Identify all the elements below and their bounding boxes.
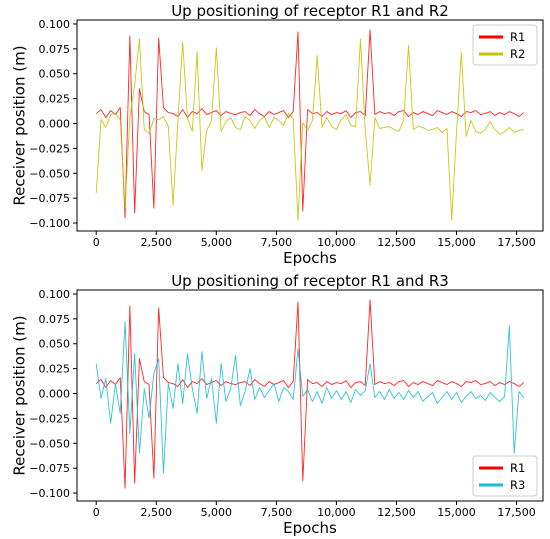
x-tick-label: 17,500	[497, 236, 536, 249]
y-axis-label-bottom: Receiver position (m)	[11, 315, 29, 475]
legend-label-r1-top: R1	[510, 30, 525, 44]
chart-panel-bottom: 0 2,500 5,000 7,500 10,000 12,500 15,000 17,500…	[11, 272, 544, 537]
x-tick-label: 10,000	[317, 506, 356, 519]
legend-label-r1-bottom: R1	[510, 461, 525, 475]
x-tick-label: 7,500	[261, 236, 293, 249]
y-tick-label: −0.075	[29, 462, 70, 475]
y-tick-label: 0.050	[39, 338, 71, 351]
x-axis-label-bottom: Epochs	[283, 519, 337, 537]
x-tick-label: 10,000	[317, 236, 356, 249]
chart-title-bottom: Up positioning of receptor R1 and R3	[171, 272, 449, 290]
chart-panel-top: 0 2,500 5,000 7,500 10,000 12,500 15,000 17,500…	[11, 2, 544, 267]
y-tick-label: 0.000	[39, 388, 71, 401]
y-tick-label: 0.100	[39, 288, 71, 301]
y-tick-label: 0.025	[39, 363, 71, 376]
x-axis-label-top: Epochs	[283, 249, 337, 267]
y-tick-label: −0.075	[29, 192, 70, 205]
y-tick-label: −0.025	[29, 412, 70, 425]
chart-title-top: Up positioning of receptor R1 and R2	[171, 2, 449, 20]
x-tick-label: 17,500	[497, 506, 536, 519]
plot-area-top	[76, 19, 544, 232]
y-tick-label: 0.075	[39, 43, 71, 56]
series-line-r1	[95, 29, 525, 219]
y-axis-label-top: Receiver position (m)	[11, 45, 29, 205]
y-tick-label: −0.050	[29, 437, 70, 450]
plot-area-bottom	[76, 289, 544, 502]
y-tick-label: 0.000	[39, 118, 71, 131]
x-tick-label: 2,500	[141, 236, 173, 249]
x-tick-label: 7,500	[261, 506, 293, 519]
x-tick-label: 0	[93, 236, 100, 249]
legend-box-top	[472, 24, 538, 66]
legend-bottom: R1 R3	[472, 455, 538, 497]
x-tick-label: 5,000	[201, 236, 233, 249]
legend-box-bottom	[472, 455, 538, 497]
x-tick-label: 12,500	[377, 506, 416, 519]
y-tick-label: 0.100	[39, 18, 71, 31]
y-axis-top: 0.100 0.075 0.050 0.025 0.000 −0.025 −0.050 −0.…	[29, 18, 77, 230]
series-layer-bottom	[95, 299, 525, 489]
series-layer-top	[95, 29, 525, 221]
legend-top: R1 R2	[472, 24, 538, 66]
legend-label-r2-top: R2	[510, 47, 525, 61]
y-tick-label: −0.050	[29, 167, 70, 180]
y-tick-label: −0.025	[29, 142, 70, 155]
x-tick-label: 15,000	[437, 506, 476, 519]
y-tick-label: 0.025	[39, 93, 71, 106]
y-tick-label: −0.100	[29, 217, 70, 230]
series-line-r3	[95, 321, 525, 474]
series-line-r2	[95, 38, 524, 221]
x-tick-label: 0	[93, 506, 100, 519]
x-tick-label: 2,500	[141, 506, 173, 519]
series-line-r1	[95, 299, 525, 489]
x-tick-label: 15,000	[437, 236, 476, 249]
x-axis-top: 0 2,500 5,000 7,500 10,000 12,500 15,000 17,500	[93, 231, 536, 249]
x-axis-bottom: 0 2,500 5,000 7,500 10,000 12,500 15,000 17,500	[93, 501, 536, 519]
y-axis-bottom: 0.100 0.075 0.050 0.025 0.000 −0.025 −0.050 −0.…	[29, 288, 77, 500]
y-tick-label: 0.050	[39, 68, 71, 81]
x-tick-label: 12,500	[377, 236, 416, 249]
y-tick-label: −0.100	[29, 487, 70, 500]
x-tick-label: 5,000	[201, 506, 233, 519]
y-tick-label: 0.075	[39, 313, 71, 326]
legend-label-r3-bottom: R3	[510, 478, 525, 492]
